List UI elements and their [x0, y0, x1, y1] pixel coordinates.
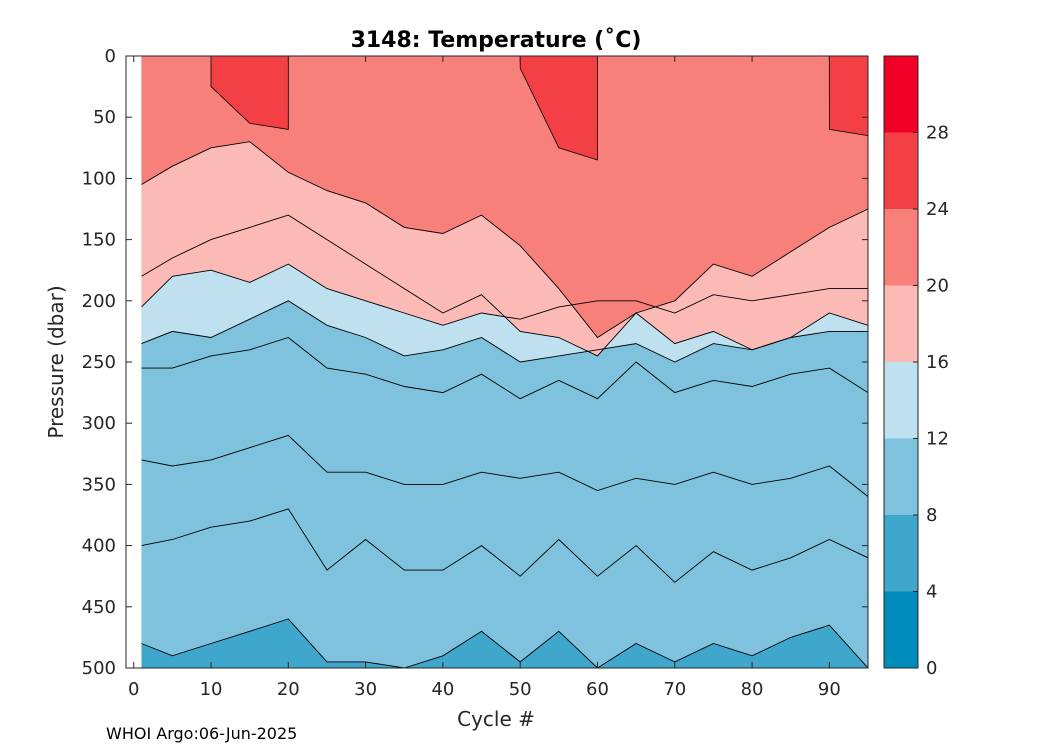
- y-axis: 0 50 100 150 200 250 300 350 400 450 500: [82, 46, 868, 679]
- colorbar-swatch: [884, 285, 918, 362]
- colorbar-swatch: [884, 438, 918, 515]
- isotherm-line: [141, 618, 868, 668]
- y-tick-label: 0: [105, 46, 116, 67]
- y-axis-label: Pressure (dbar): [44, 285, 68, 438]
- x-tick-label: 10: [200, 679, 223, 700]
- x-tick-label: 60: [586, 679, 609, 700]
- colorbar-swatch: [884, 515, 918, 592]
- colorbar-tick-label: 16: [926, 352, 949, 373]
- isotherm-line: [141, 434, 868, 497]
- colorbar-tick-label: 20: [926, 276, 949, 297]
- isotherm-line: [141, 336, 868, 400]
- y-tick-label: 300: [82, 413, 116, 434]
- y-tick-label: 150: [82, 230, 116, 251]
- x-tick-label: 80: [741, 679, 764, 700]
- isotherm-line: [141, 214, 868, 357]
- colorbar-swatch: [884, 132, 918, 209]
- band-24-28: [210, 56, 289, 130]
- band-20-24: [141, 56, 868, 338]
- colorbar-tick-label: 12: [926, 429, 949, 450]
- y-tick-label: 500: [82, 658, 116, 679]
- y-tick-label: 200: [82, 291, 116, 312]
- band-24-28: [519, 56, 598, 161]
- y-tick-label: 100: [82, 168, 116, 189]
- colorbar-swatch: [884, 209, 918, 286]
- colorbar-swatch: [884, 56, 918, 133]
- x-tick-label: 0: [128, 679, 139, 700]
- isotherm-line: [141, 300, 868, 363]
- x-tick-label: 30: [354, 679, 377, 700]
- isotherm-line: [141, 141, 868, 339]
- y-tick-label: 250: [82, 352, 116, 373]
- y-tick-label: 350: [82, 474, 116, 495]
- footer-label: WHOI Argo:06-Jun-2025: [106, 724, 298, 743]
- x-tick-label: 70: [663, 679, 686, 700]
- x-tick-label: 20: [277, 679, 300, 700]
- colorbar-tick-label: 4: [926, 582, 937, 603]
- colorbar-swatch: [884, 591, 918, 668]
- x-tick-label: 40: [431, 679, 454, 700]
- isotherm-line: [141, 263, 868, 326]
- temperature-bands: [141, 56, 868, 668]
- colorbar-swatch: [884, 362, 918, 439]
- colorbar-tick-label: 8: [926, 505, 937, 526]
- band-24-28: [828, 56, 868, 137]
- colorbar-tick-label: 0: [926, 658, 937, 679]
- colorbar-tick-label: 24: [926, 199, 949, 220]
- isotherm-lines: [141, 141, 868, 668]
- x-tick-label: 90: [818, 679, 841, 700]
- chart-title: 3148: Temperature (˚C): [351, 28, 642, 53]
- y-tick-label: 400: [82, 536, 116, 557]
- x-axis-label: Cycle #: [457, 707, 535, 731]
- plot-area: [141, 56, 868, 668]
- colorbar: 0 4 8 12 16 20 24 28: [883, 55, 949, 679]
- isotherm-line: [141, 508, 868, 583]
- y-tick-label: 50: [93, 107, 116, 128]
- colorbar-tick-label: 28: [926, 123, 949, 144]
- x-axis: 0 10 20 30 40 50 60 70 80 90: [128, 56, 841, 700]
- x-tick-label: 50: [509, 679, 532, 700]
- y-tick-label: 450: [82, 597, 116, 618]
